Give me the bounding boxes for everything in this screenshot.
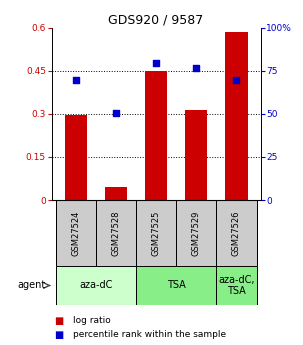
Text: GSM27525: GSM27525 xyxy=(152,210,161,256)
Bar xyxy=(176,200,216,266)
Text: GSM27524: GSM27524 xyxy=(71,210,80,256)
Text: agent: agent xyxy=(17,280,45,290)
Bar xyxy=(145,71,167,200)
Bar xyxy=(136,200,176,266)
Bar xyxy=(225,32,248,200)
Text: ■: ■ xyxy=(55,316,64,326)
Point xyxy=(73,77,78,83)
Text: GSM27526: GSM27526 xyxy=(232,210,241,256)
Bar xyxy=(55,266,136,305)
Bar xyxy=(65,115,87,200)
Bar xyxy=(216,266,257,305)
Bar xyxy=(216,200,257,266)
Text: log ratio: log ratio xyxy=(73,316,111,325)
Bar xyxy=(55,200,96,266)
Bar xyxy=(105,187,127,200)
Point xyxy=(194,65,199,71)
Point xyxy=(113,110,118,116)
Point xyxy=(234,77,239,83)
Bar xyxy=(136,266,216,305)
Text: TSA: TSA xyxy=(167,280,185,290)
Text: percentile rank within the sample: percentile rank within the sample xyxy=(73,330,226,339)
Point xyxy=(154,60,158,66)
Text: aza-dC,
TSA: aza-dC, TSA xyxy=(218,275,255,296)
Title: GDS920 / 9587: GDS920 / 9587 xyxy=(108,13,204,27)
Text: GSM27529: GSM27529 xyxy=(192,210,201,256)
Text: aza-dC: aza-dC xyxy=(79,280,112,290)
Bar xyxy=(185,109,207,200)
Bar xyxy=(96,200,136,266)
Text: ■: ■ xyxy=(55,330,64,339)
Text: GSM27528: GSM27528 xyxy=(111,210,120,256)
